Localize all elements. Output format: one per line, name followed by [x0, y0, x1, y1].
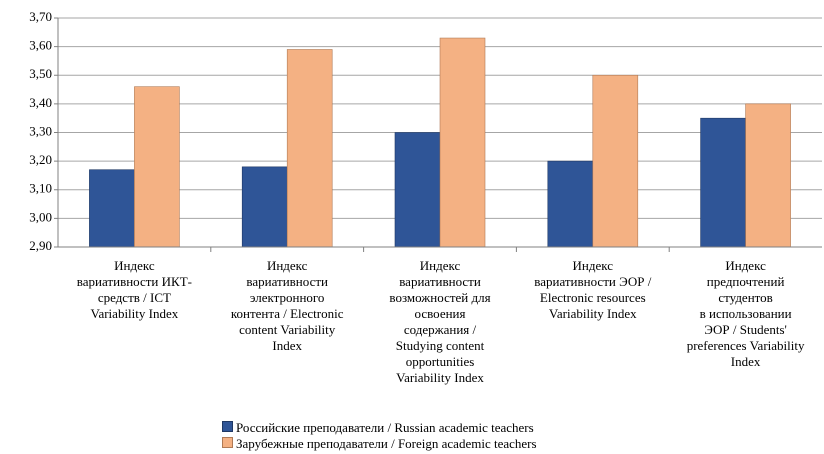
x-tick-label: Индекс вариативности ЭОР / Electronic re…	[534, 258, 652, 321]
y-tick-label: 3,30	[29, 123, 52, 138]
y-tick-label: 3,20	[29, 152, 52, 167]
legend-swatch	[222, 437, 233, 448]
legend-label: Зарубежные преподаватели / Foreign acade…	[236, 436, 537, 451]
x-tick-label: Индекс вариативности электронного контен…	[230, 258, 344, 353]
bar	[134, 86, 180, 248]
x-tick-label: Индекс предпочтений студентов в использо…	[686, 258, 805, 369]
y-tick-label: 3,60	[29, 38, 52, 53]
bar	[592, 74, 639, 248]
bar	[89, 169, 135, 248]
bar	[439, 37, 486, 248]
bar	[745, 103, 791, 248]
y-tick-label: 3,50	[29, 66, 52, 81]
x-tick-label: Индекс вариативности возможностей для ос…	[389, 258, 491, 385]
bar	[286, 49, 333, 248]
x-tick-label: Индекс вариативности ИКТ- средств / ICT …	[76, 258, 192, 321]
y-tick-label: 3,40	[29, 95, 52, 110]
legend-label: Российские преподаватели / Russian acade…	[236, 420, 534, 435]
y-tick-label: 3,70	[29, 9, 52, 24]
bar	[241, 166, 288, 248]
bar	[547, 160, 594, 248]
y-tick-label: 3,10	[29, 181, 52, 196]
legend-item: Российские преподаватели / Russian acade…	[222, 421, 534, 435]
legend-item: Зарубежные преподаватели / Foreign acade…	[222, 437, 537, 451]
bar	[700, 117, 746, 248]
legend-swatch	[222, 421, 233, 432]
bar	[394, 132, 441, 248]
y-tick-label: 3,00	[29, 209, 52, 224]
y-tick-label: 2,90	[29, 238, 52, 253]
